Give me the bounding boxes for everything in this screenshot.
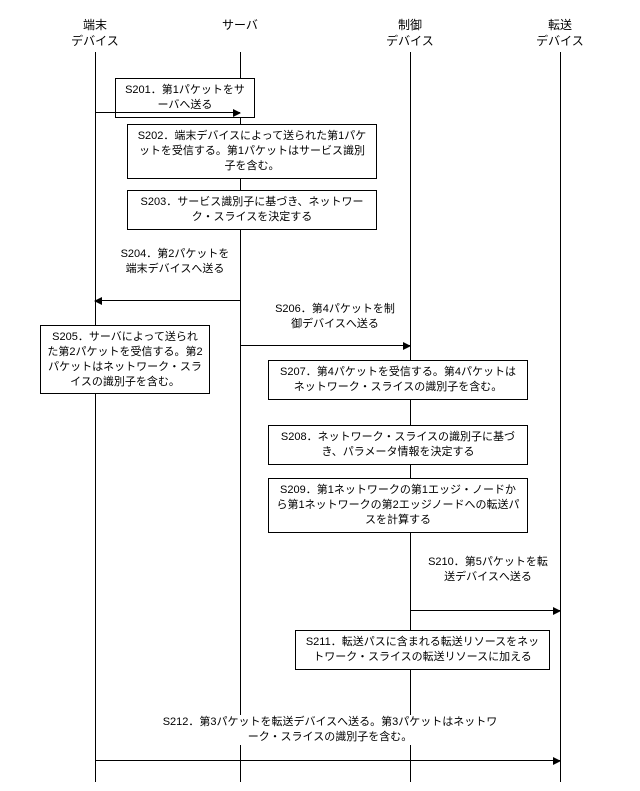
step-s211-text: S211．転送パスに含まれる転送リソースをネットワーク・スライスの転送リソースに…	[306, 636, 539, 663]
actor-forward-l2: デバイス	[536, 34, 584, 48]
step-s209: S209．第1ネットワークの第1エッジ・ノードから第1ネットワークの第2エッジノ…	[268, 478, 528, 533]
lifeline-terminal	[95, 52, 96, 782]
actor-server: サーバ	[215, 18, 265, 34]
step-s208: S208．ネットワーク・スライスの識別子に基づき、パラメータ情報を決定する	[268, 425, 528, 465]
actor-control-l2: デバイス	[386, 34, 434, 48]
actor-forward-l1: 転送	[548, 18, 572, 32]
step-s202: S202．端末デバイスによって送られた第1パケットを受信する。第1パケットはサー…	[127, 124, 377, 179]
actor-terminal: 端末 デバイス	[70, 18, 120, 49]
actor-forward: 転送 デバイス	[535, 18, 585, 49]
step-s203: S203．サービス識別子に基づき、ネットワーク・スライスを決定する	[127, 190, 377, 230]
step-s207: S207．第4パケットを受信する。第4パケットはネットワーク・スライスの識別子を…	[268, 360, 528, 400]
actor-server-l1: サーバ	[222, 18, 258, 32]
arrow-s206	[240, 345, 410, 346]
actor-terminal-l1: 端末	[83, 18, 107, 32]
step-s203-text: S203．サービス識別子に基づき、ネットワーク・スライスを決定する	[141, 196, 364, 223]
step-s208-text: S208．ネットワーク・スライスの識別子に基づき、パラメータ情報を決定する	[281, 431, 515, 458]
step-s206: S206．第4パケットを制御デバイスへ送る	[275, 302, 395, 332]
step-s209-text: S209．第1ネットワークの第1エッジ・ノードから第1ネットワークの第2エッジノ…	[276, 484, 519, 526]
step-s204: S204．第2パケットを端末デバイスへ送る	[120, 247, 230, 277]
step-s205-text: S205．サーバによって送られた第2パケットを受信する。第2パケットはネットワー…	[47, 331, 202, 388]
step-s202-text: S202．端末デバイスによって送られた第1パケットを受信する。第1パケットはサー…	[138, 130, 367, 172]
step-s201-text: S201．第1パケットをサーバへ送る	[125, 84, 245, 111]
lifeline-forward	[560, 52, 561, 782]
arrow-s212	[95, 760, 560, 761]
step-s204-text: S204．第2パケットを端末デバイスへ送る	[121, 248, 230, 275]
lifeline-control	[410, 52, 411, 782]
step-s210: S210．第5パケットを転送デバイスへ送る	[428, 555, 548, 585]
arrow-s201	[95, 112, 240, 113]
step-s206-text: S206．第4パケットを制御デバイスへ送る	[275, 303, 395, 330]
actor-control-l1: 制御	[398, 18, 422, 32]
step-s210-text: S210．第5パケットを転送デバイスへ送る	[428, 556, 548, 583]
arrow-s210	[410, 610, 560, 611]
step-s212-text: S212．第3パケットを転送デバイスへ送る。第3パケットはネットワーク・スライス…	[163, 716, 498, 743]
actor-control: 制御 デバイス	[385, 18, 435, 49]
step-s205: S205．サーバによって送られた第2パケットを受信する。第2パケットはネットワー…	[40, 325, 210, 394]
actor-terminal-l2: デバイス	[71, 34, 119, 48]
step-s212: S212．第3パケットを転送デバイスへ送る。第3パケットはネットワーク・スライス…	[160, 715, 500, 745]
step-s211: S211．転送パスに含まれる転送リソースをネットワーク・スライスの転送リソースに…	[295, 630, 550, 670]
step-s207-text: S207．第4パケットを受信する。第4パケットはネットワーク・スライスの識別子を…	[280, 366, 516, 393]
arrow-s204	[95, 300, 240, 301]
